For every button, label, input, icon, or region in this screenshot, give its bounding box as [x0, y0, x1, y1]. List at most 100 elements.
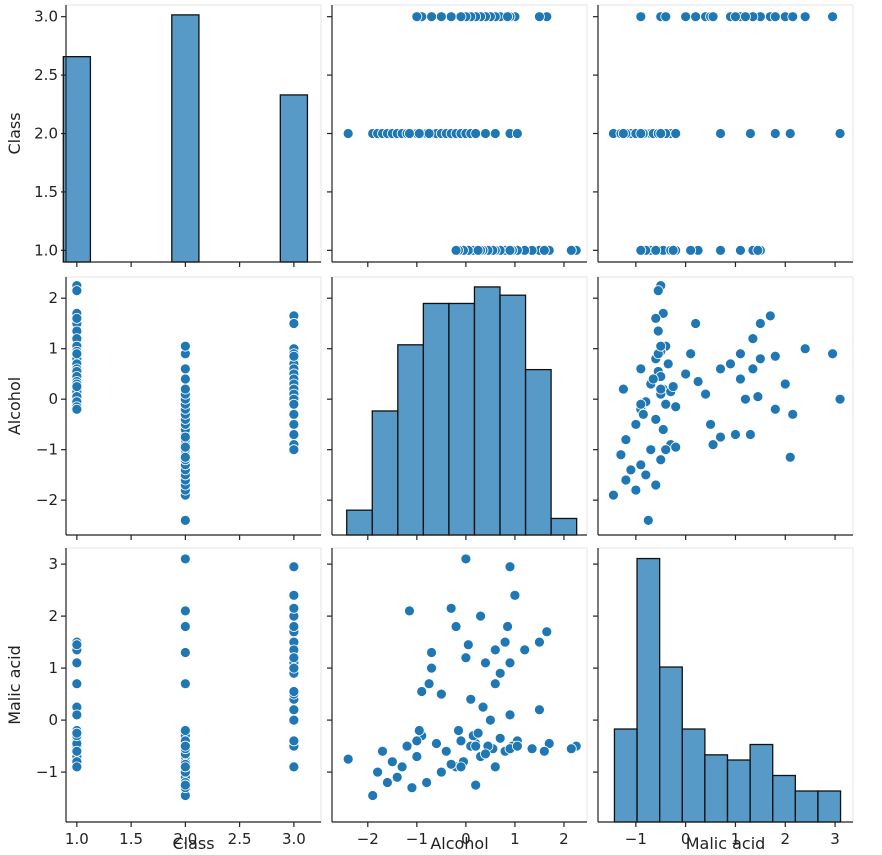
scatter-point — [470, 740, 482, 752]
scatter-point — [779, 378, 791, 390]
hist-bar — [371, 410, 399, 536]
scatter-point — [475, 610, 486, 622]
scatter-point — [413, 128, 425, 139]
hist-bar — [772, 774, 796, 823]
scatter-point — [411, 751, 423, 762]
scatter-point — [754, 318, 766, 329]
scatter-point — [179, 761, 191, 773]
scatter-point — [480, 657, 491, 669]
scatter-point — [667, 244, 679, 256]
hist-bar — [171, 14, 200, 263]
scatter-point — [652, 285, 664, 297]
scatter-point — [288, 350, 300, 362]
scatter-point — [494, 667, 506, 679]
scatter-point — [435, 688, 447, 700]
x-tick-label: −1 — [625, 830, 647, 848]
panel-frame — [331, 547, 588, 823]
scatter-point — [71, 285, 83, 297]
scatter-point — [650, 244, 662, 256]
hist-bar — [659, 666, 683, 823]
scatter-point — [620, 474, 632, 486]
scatter-point — [382, 777, 393, 788]
scatter-point — [769, 11, 781, 23]
scatter-point — [426, 11, 437, 23]
scatter-point — [715, 244, 726, 256]
scatter-point — [769, 403, 781, 415]
scatter-point — [470, 779, 482, 791]
scatter-point — [416, 686, 428, 697]
scatter-point — [179, 740, 191, 752]
scatter-point — [342, 753, 354, 765]
scatter-point — [511, 128, 523, 139]
scatter-point — [692, 376, 704, 387]
scatter-point — [635, 459, 647, 471]
scatter-point — [565, 743, 577, 755]
scatter-point — [404, 128, 415, 139]
scatter-point — [494, 732, 506, 744]
scatter-point — [635, 363, 647, 375]
scatter-point — [635, 244, 647, 256]
scatter-point — [630, 419, 642, 430]
hist-bar — [473, 286, 501, 536]
x-tick-label: 2 — [780, 830, 790, 848]
x-tick-label: 2.5 — [228, 830, 252, 848]
hist-bar — [817, 790, 842, 823]
scatter-point — [288, 419, 300, 430]
scatter-point — [745, 429, 756, 440]
scatter-point — [450, 621, 462, 632]
scatter-point — [71, 657, 83, 669]
scatter-point — [288, 398, 300, 410]
scatter-point — [470, 128, 482, 139]
scatter-point — [534, 11, 545, 23]
hist-bar — [397, 344, 425, 536]
y-tick-label: 1 — [48, 340, 58, 358]
scatter-point — [747, 363, 759, 375]
x-tick-label: −2 — [357, 830, 379, 848]
scatter-point — [489, 761, 501, 773]
scatter-point — [406, 782, 418, 794]
scatter-point — [769, 128, 781, 139]
scatter-point — [685, 244, 697, 256]
scatter-point — [735, 244, 746, 256]
y-tick-label: −1 — [36, 441, 58, 459]
scatter-point — [413, 725, 425, 736]
y-tick-label: 2 — [48, 607, 58, 625]
scatter-point — [462, 639, 474, 651]
scatter-point — [504, 561, 516, 573]
scatter-point — [288, 652, 300, 664]
x-tick-label: −1 — [406, 830, 428, 848]
hist-bar — [448, 302, 476, 536]
scatter-point — [288, 714, 300, 726]
scatter-point — [657, 424, 669, 435]
scatter-point — [288, 662, 300, 674]
scatter-point — [799, 343, 811, 355]
scatter-point — [504, 657, 516, 669]
scatter-point — [386, 756, 398, 768]
scatter-point — [401, 740, 413, 752]
scatter-point — [288, 621, 300, 632]
scatter-point — [660, 444, 672, 456]
y-axis-label: Alcohol — [5, 377, 24, 435]
scatter-point — [372, 766, 384, 778]
scatter-point — [650, 313, 662, 324]
scatter-point — [288, 761, 300, 773]
scatter-point — [460, 652, 472, 664]
scatter-point — [538, 244, 550, 256]
scatter-point — [667, 381, 679, 392]
scatter-point — [827, 348, 838, 360]
scatter-point — [670, 441, 682, 453]
y-tick-label: 0 — [48, 711, 58, 729]
scatter-point — [489, 644, 501, 656]
scatter-point — [71, 313, 83, 324]
x-tick-label: 1 — [731, 830, 741, 848]
scatter-point — [647, 373, 659, 385]
x-tick-label: 2.0 — [173, 830, 197, 848]
scatter-point — [391, 771, 403, 783]
hist-bar — [422, 302, 450, 536]
hist-bar — [524, 368, 552, 536]
scatter-point — [179, 373, 191, 385]
scatter-point — [787, 408, 799, 420]
scatter-point — [534, 636, 545, 648]
scatter-point — [423, 128, 435, 139]
